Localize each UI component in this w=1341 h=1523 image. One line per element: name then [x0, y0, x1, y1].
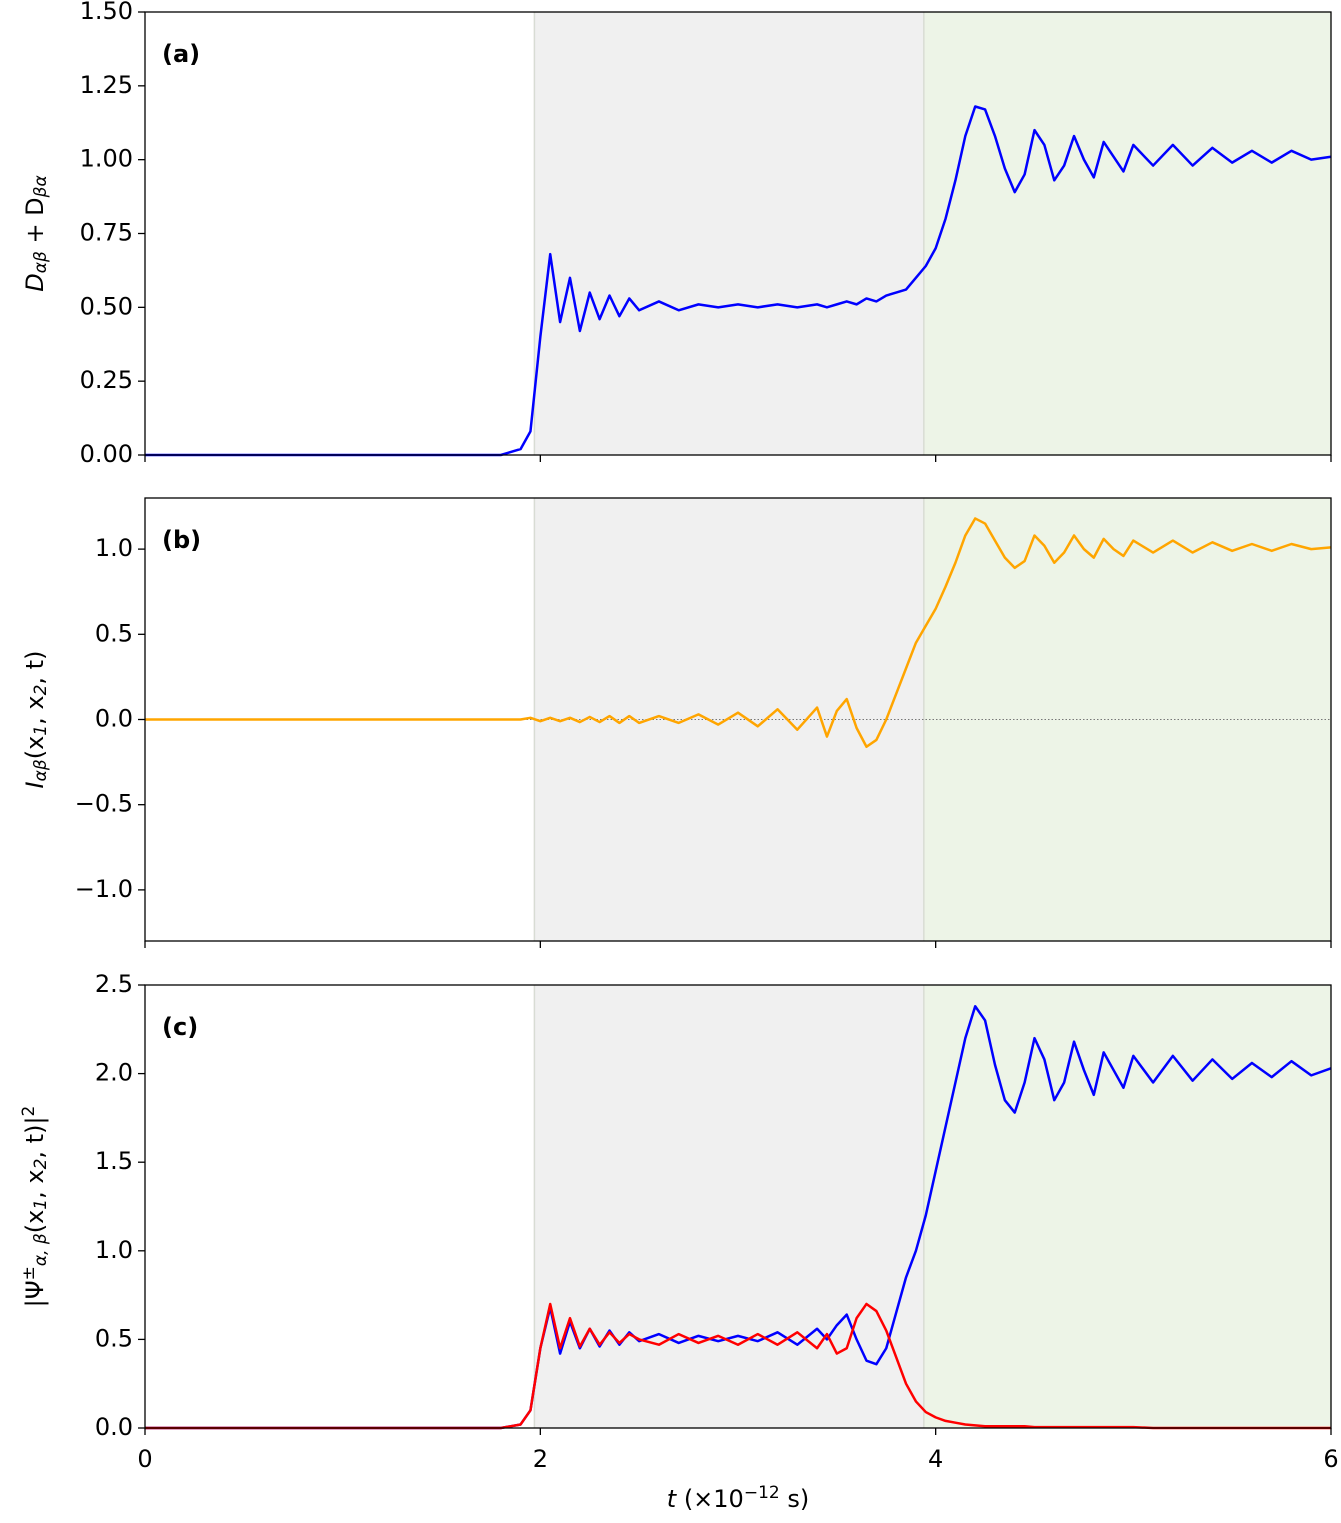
y-tick-label: 1.00	[80, 145, 133, 173]
label-part: (x	[21, 736, 49, 760]
label-superscript: ±	[19, 1266, 39, 1280]
y-tick-label: 1.50	[80, 0, 133, 25]
y-tick-label: 0.0	[95, 705, 133, 733]
label-part: I	[21, 781, 49, 788]
label-subscript: αβ	[31, 251, 51, 273]
shaded-region	[923, 498, 1331, 941]
axes-frame	[144, 984, 1332, 1429]
label-part: , x	[21, 1169, 49, 1198]
label-part: s)	[780, 1485, 810, 1513]
data-line	[145, 105, 1332, 457]
x-tick-label: 6	[1323, 1445, 1338, 1473]
label-part: (x	[21, 1210, 49, 1234]
label-part: |Ψ	[21, 1280, 49, 1307]
label-part: D	[21, 273, 49, 291]
y-tick-label: 1.0	[95, 1236, 133, 1264]
panel: −1.0 −0.5 0.0 0.5 1.0 (b) Iαβ(x1, x2, t)	[21, 497, 1332, 948]
label-subscript: α, β	[31, 1233, 51, 1266]
y-tick-label: 1.25	[80, 71, 133, 99]
y-axis-label: |Ψ±α, β(x1, x2, t)|2	[19, 1106, 51, 1308]
y-tick-label: 0.0	[95, 1413, 133, 1441]
label-part: , t)|	[21, 1116, 49, 1158]
data-line	[145, 1302, 1331, 1430]
panel: 0.00.51.01.52.02.50 2 4 6(c)|Ψ±α, β(x1, x2,…	[19, 970, 1338, 1513]
label-superscript: −12	[744, 1483, 780, 1503]
y-axis-label: Dαβ + Dβα	[21, 175, 51, 291]
label-superscript: 2	[19, 1106, 39, 1117]
shaded-region	[534, 985, 924, 1428]
panel: 0.00 0.25 0.50 0.75 1.00 1.25 1.50 (a) Dαβ + Dβα	[21, 0, 1332, 468]
y-tick-label: 0.00	[80, 440, 133, 468]
y-tick-label: 1.5	[95, 1147, 133, 1175]
y-tick-label: 0.5	[95, 619, 133, 647]
panel-label: (b)	[162, 526, 201, 554]
label-part: (×10	[676, 1485, 744, 1513]
y-tick-label: 2.5	[95, 970, 133, 998]
label-subscript: 2	[31, 1159, 51, 1170]
y-tick-label: 2.0	[95, 1059, 133, 1087]
y-axis-label: Iαβ(x1, x2, t)	[21, 651, 51, 789]
shaded-region	[534, 12, 924, 455]
label-part: t	[667, 1485, 678, 1513]
panel-label: (a)	[162, 40, 200, 68]
label-part: + D	[21, 197, 49, 251]
panel-label: (c)	[162, 1013, 198, 1041]
y-tick-label: 0.50	[80, 292, 133, 320]
shaded-region	[923, 985, 1331, 1428]
label-subscript: 1	[31, 1199, 51, 1210]
label-subscript: αβ	[31, 759, 51, 781]
label-part: , t)	[21, 651, 49, 685]
label-subscript: 2	[31, 685, 51, 696]
data-line	[145, 517, 1332, 749]
x-tick-label: 4	[928, 1445, 943, 1473]
x-tick-label: 0	[137, 1445, 152, 1473]
label-subscript: 1	[31, 725, 51, 736]
x-tick-label: 2	[533, 1445, 548, 1473]
shaded-region	[923, 12, 1331, 455]
y-tick-label: 0.25	[80, 366, 133, 394]
x-axis-label: t (×10−12 s)	[667, 1483, 809, 1513]
y-tick-label: −0.5	[75, 790, 133, 818]
y-tick-label: 0.75	[80, 219, 133, 247]
y-tick-label: 0.5	[95, 1324, 133, 1352]
label-subscript: βα	[31, 175, 51, 198]
y-tick-label: 1.0	[95, 534, 133, 562]
y-tick-label: −1.0	[75, 875, 133, 903]
label-part: , x	[21, 695, 49, 724]
